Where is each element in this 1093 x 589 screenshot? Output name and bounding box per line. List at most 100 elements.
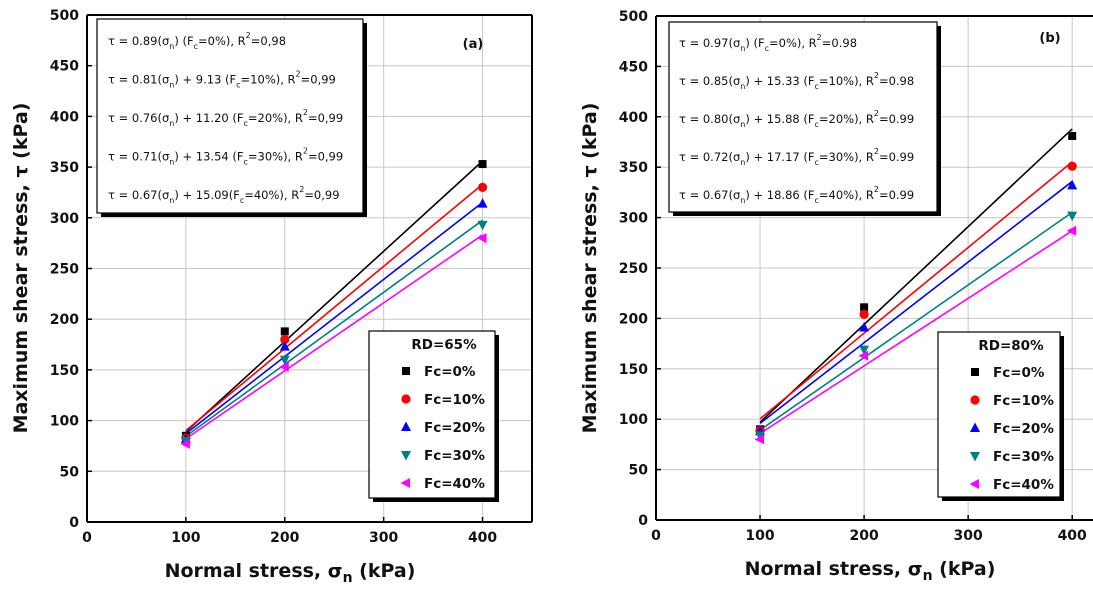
y-tick-label: 250 [50,262,79,278]
data-point [1067,179,1078,190]
legend-marker [969,479,979,489]
data-point [859,309,869,319]
x-tick-label: 400 [468,530,497,546]
data-point [477,198,488,208]
y-tick-label: 150 [50,363,79,379]
y-tick-label: 0 [638,513,648,529]
x-axis-title: Normal stress, σn (kPa) [745,558,996,584]
equation-box [668,21,938,213]
x-tick-label: 300 [954,528,983,544]
fit-line [185,234,484,440]
x-tick-label: 0 [651,528,661,544]
legend-entry: Fc=10% [424,392,485,408]
y-tick-label: 100 [619,412,648,428]
y-tick-label: 450 [619,59,648,75]
chart-panel-a: 0 100 200 300 400 0 50 100 150 200 250 300 350 400 450… [10,8,533,586]
legend-marker [970,452,980,462]
data-point [477,220,488,231]
y-tick-label: 450 [50,59,79,75]
x-axis-title: Normal stress, σn (kPa) [165,560,416,586]
y-tick-label: 50 [629,463,649,479]
y-tick-label: 350 [619,160,648,176]
fit-line [759,161,1073,420]
fit-equation: τ = 0.97(σn) (Fc=0%), R2=0.98 [679,33,857,53]
y-tick-label: 100 [50,414,79,430]
fit-equation: τ = 0.76(σn) + 11.20 (Fc=20%), R2=0,99 [108,108,343,128]
legend-entry: Fc=0% [993,365,1045,381]
y-tick-label: 50 [60,464,80,480]
fit-line [185,183,484,432]
legend [937,331,1061,498]
y-tick-label: 300 [50,211,79,227]
data-point [859,321,870,332]
data-point [280,327,289,336]
y-tick-label: 250 [619,261,648,277]
legend-entry: Fc=30% [993,449,1054,465]
legend-entry: Fc=20% [424,420,485,436]
fit-line [185,160,484,433]
y-axis-title: Maximum shear stress, τ (kPa) [10,103,32,434]
legend-marker [402,367,410,375]
fit-equation: τ = 0.80(σn) + 15.88 (Fc=20%), R2=0.99 [679,109,914,129]
legend-entry: Fc=30% [424,448,485,464]
x-tick-label: 200 [270,530,299,546]
x-tick-label: 100 [745,528,774,544]
legend-marker [401,421,411,431]
y-tick-label: 500 [50,8,79,24]
data-point [1066,225,1077,236]
x-tick-label: 0 [82,530,92,546]
fit-equation: τ = 0.67(σn) + 18.86 (Fc=40%), R2=0.99 [679,185,914,205]
data-point [477,182,488,192]
data-point [279,355,290,366]
data-point [1068,131,1077,140]
chart-panel-b: 0 100 200 300 400 0 50 100 150 200 250 300 350 400 450… [579,9,1093,584]
y-tick-label: 0 [69,515,79,531]
y-tick-label: 500 [619,9,648,25]
y-tick-label: 400 [619,110,648,126]
fit-equation: τ = 0.89(σn) (Fc=0%), R2=0,98 [108,31,286,51]
legend-entry: Fc=20% [993,421,1054,437]
fit-equation: τ = 0.81(σn) + 9.13 (Fc=10%), R2=0,99 [108,70,336,90]
fit-line [759,128,1073,423]
data-point [279,361,289,372]
x-tick-label: 300 [369,530,398,546]
fit-equation: τ = 0.67(σn) + 15.09(Fc=40%), R2=0,99 [108,185,340,205]
fit-equation: τ = 0.85(σn) + 15.33 (Fc=10%), R2=0.98 [679,71,914,91]
panel-label: (b) [1039,31,1060,46]
fit-line [759,180,1073,424]
equation-box [96,18,364,214]
legend-marker [971,368,979,376]
legend-entry: Fc=40% [424,476,485,492]
fit-line [185,201,484,435]
y-tick-label: 300 [619,211,648,227]
y-tick-label: 400 [50,109,79,125]
legend-marker [970,422,980,432]
legend-entry: Fc=0% [424,364,476,380]
x-tick-label: 200 [849,528,878,544]
data-point [279,341,290,351]
legend-title: RD=65% [411,337,477,353]
y-tick-label: 200 [619,311,648,327]
fit-line [759,211,1073,431]
legend-entry: Fc=40% [993,477,1054,493]
legend-entry: Fc=10% [993,393,1054,409]
data-point [477,233,487,244]
data-point [754,434,765,445]
y-tick-label: 150 [619,362,648,378]
x-tick-label: 400 [1058,528,1087,544]
fit-equation: τ = 0.72(σn) + 17.17 (Fc=30%), R2=0.99 [679,147,914,167]
legend-marker [401,394,411,404]
data-point [859,345,870,356]
data-point [755,431,766,441]
data-point [858,350,869,361]
data-point [860,303,869,312]
legend-marker [970,395,980,405]
fit-equation: τ = 0.71(σn) + 13.54 (Fc=30%), R2=0,99 [108,147,343,167]
data-point [1067,161,1077,171]
data-point [1067,211,1078,222]
x-tick-label: 100 [171,530,200,546]
data-point [180,438,190,449]
legend-marker [401,451,411,461]
y-axis-title: Maximum shear stress, τ (kPa) [579,103,601,434]
